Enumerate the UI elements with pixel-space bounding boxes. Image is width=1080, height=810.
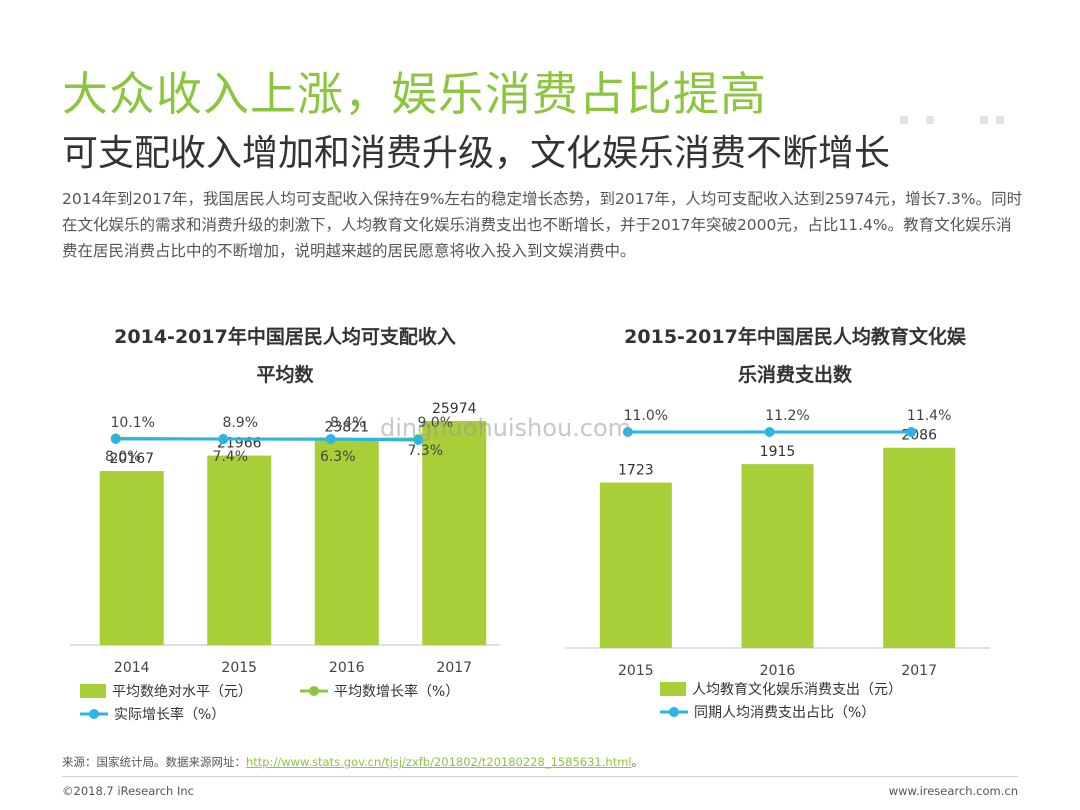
chart1-bar	[99, 471, 164, 645]
chart1-bar-label: 25974	[432, 401, 477, 417]
page-title: 大众收入上涨，娱乐消费占比提高	[62, 67, 767, 121]
page-subtitle: 可支配收入增加和消费升级，文化娱乐消费不断增长	[62, 133, 891, 174]
chart2-bar	[883, 447, 956, 648]
chart1-tick-label: 2014	[114, 660, 150, 676]
copyright: ©2018.7 iResearch Inc	[62, 784, 194, 798]
chart1-bar	[422, 420, 487, 645]
chart2-tick-label: 2016	[760, 663, 796, 679]
chart1-line-label-avg: 8.9%	[222, 415, 258, 431]
chart1-legend-avg-label: 平均数增长率（%）	[334, 683, 459, 700]
chart2-bar	[599, 482, 672, 648]
chart1-bar-label: 23821	[324, 420, 369, 436]
chart1-point-real-growth	[413, 435, 424, 445]
chart1-legend-bar-label: 平均数绝对水平（元）	[112, 684, 252, 700]
chart1-line-label-real: 6.3%	[320, 449, 356, 465]
chart2-line-label: 11.0%	[624, 408, 668, 424]
footer-divider	[62, 776, 1018, 777]
chart2-bar-label: 1915	[760, 444, 796, 460]
chart1-line-label-real: 7.3%	[407, 443, 443, 459]
chart1-line-label-avg: 9.0%	[417, 415, 453, 431]
source-note: 来源：国家统计局。数据来源网址：http://www.stats.gov.cn/…	[62, 754, 643, 770]
chart2-line-label: 11.2%	[765, 408, 809, 424]
chart1-line-label-avg: 10.1%	[111, 415, 155, 431]
chart1-point-real-growth	[325, 434, 336, 444]
chart1-tick-label: 2015	[221, 660, 257, 676]
chart1-point-real-growth	[110, 434, 121, 444]
decoration-dot	[996, 116, 1004, 124]
chart2-title-line1: 2015-2017年中国居民人均教育文化娱	[624, 326, 966, 348]
chart2-title: 2015-2017年中国居民人均教育文化娱 乐消费支出数	[580, 318, 1010, 394]
chart1-legend-real-dot	[89, 709, 99, 719]
decoration-dot	[980, 116, 988, 124]
chart2-point-share	[906, 427, 917, 437]
chart1-title: 2014-2017年中国居民人均可支配收入 平均数	[70, 318, 500, 394]
source-link[interactable]: http://www.stats.gov.cn/tjsj/zxfb/201802…	[246, 755, 632, 769]
chart1-title-line2: 平均数	[256, 364, 314, 386]
chart2-point-share	[622, 427, 633, 437]
chart2-tick-label: 2017	[901, 663, 937, 679]
decoration-dot	[926, 116, 934, 124]
chart1-legend-bar-swatch	[80, 684, 106, 698]
chart1-point-real-growth	[218, 434, 229, 444]
chart1-legend-avg-dot	[309, 686, 319, 696]
chart1-bar-label: 20167	[109, 451, 154, 467]
chart1-bar	[314, 439, 379, 645]
chart1-line-label-real: 7.4%	[212, 449, 248, 465]
chart1-title-line1: 2014-2017年中国居民人均可支配收入	[114, 326, 456, 348]
chart1-line-label-real: 8.0%	[105, 449, 141, 465]
chart1-line-label-avg: 8.4%	[330, 415, 366, 431]
summary-paragraph: 2014年到2017年，我国居民人均可支配收入保持在9%左右的稳定增长态势，到2…	[62, 190, 1023, 260]
chart1-tick-label: 2016	[329, 660, 365, 676]
chart2-point-share	[764, 427, 775, 437]
watermark-text: dingnuohuishou.com	[380, 414, 632, 442]
chart2-legend-dot	[669, 707, 679, 717]
chart1-bar	[207, 455, 272, 645]
chart2-title-line2: 乐消费支出数	[737, 364, 852, 386]
chart2-legend-bar-label: 人均教育文化娱乐消费支出（元）	[692, 682, 902, 698]
chart1-legend-real-label: 实际增长率（%）	[114, 706, 225, 723]
decoration-dot	[900, 116, 908, 124]
chart1-line-real-growth	[115, 437, 419, 442]
chart2-legend-bar-swatch	[660, 682, 686, 696]
chart2-tick-label: 2015	[618, 663, 654, 679]
chart1-tick-label: 2017	[436, 660, 472, 676]
chart2-line-label: 11.4%	[907, 408, 951, 424]
site-url: www.iresearch.com.cn	[888, 784, 1018, 798]
chart2-bar-label: 1723	[618, 463, 654, 479]
chart2-bar	[741, 464, 814, 648]
chart2-legend-line-label: 同期人均消费支出占比（%）	[694, 705, 875, 721]
source-prefix: 来源：国家统计局。数据来源网址：	[62, 755, 246, 769]
source-suffix: 。	[631, 755, 644, 769]
